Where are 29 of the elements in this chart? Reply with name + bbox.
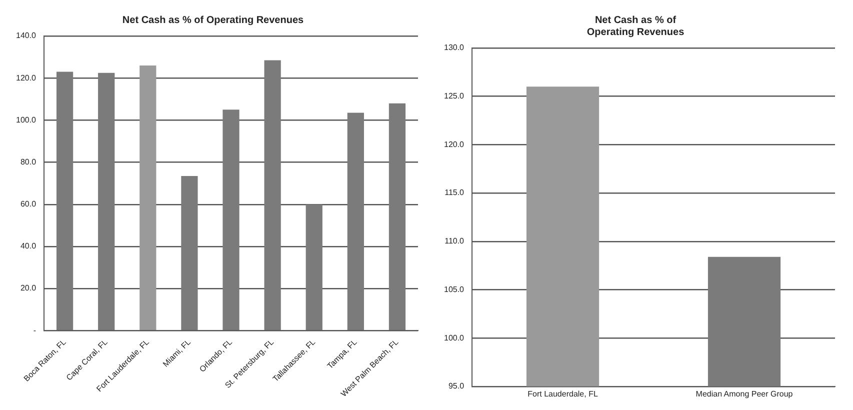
chart-title: Net Cash as % of Operating Revenues — [586, 14, 685, 38]
bar — [306, 204, 322, 330]
y-tick-label: 130.0 — [444, 43, 465, 52]
x-tick-label: Median Among Peer Group — [696, 389, 794, 398]
bar — [56, 72, 74, 330]
bar — [140, 65, 156, 330]
y-tick-label: 100.0 — [16, 115, 37, 124]
bar — [347, 112, 364, 330]
y-tick-label: 125.0 — [444, 92, 465, 101]
chart-title: Net Cash as % of Operating Revenues — [122, 14, 304, 26]
y-tick-label: 95.0 — [448, 382, 465, 391]
y-tick-label: 60.0 — [20, 200, 37, 209]
y-tick-label: 80.0 — [20, 157, 37, 166]
y-tick-label: 40.0 — [20, 242, 37, 251]
y-tick-label: 140.0 — [16, 31, 37, 40]
y-tick-label: 20.0 — [20, 284, 37, 293]
y-tick-label: 105.0 — [444, 284, 465, 294]
bar — [388, 103, 406, 330]
y-tick-label: 120.0 — [16, 73, 37, 82]
bar — [181, 176, 198, 330]
y-tick-label: 110.0 — [444, 236, 465, 246]
bar — [98, 72, 115, 330]
y-tick-label: 115.0 — [444, 188, 465, 198]
y-tick-label: - — [33, 326, 36, 335]
y-tick-label: 120.0 — [444, 140, 465, 149]
bar — [222, 110, 240, 330]
bar — [264, 60, 281, 330]
x-tick-label: Fort Lauderdale, FL — [528, 389, 598, 398]
y-tick-label: 100.0 — [444, 333, 465, 342]
